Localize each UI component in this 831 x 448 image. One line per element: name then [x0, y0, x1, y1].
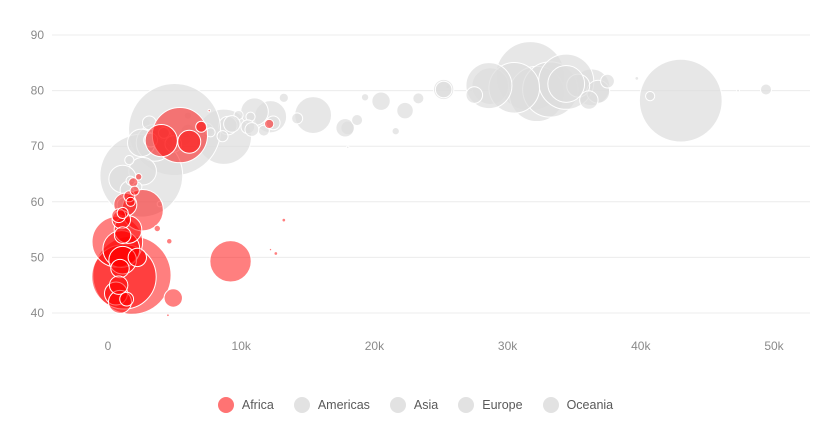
bubble-point[interactable]: [371, 91, 391, 111]
x-tick-label: 10k: [232, 339, 252, 353]
y-tick-label: 70: [31, 139, 45, 153]
legend-swatch-americas: [293, 397, 310, 413]
bubble-point[interactable]: [638, 58, 723, 143]
bubble-point[interactable]: [759, 83, 773, 96]
bubble-point[interactable]: [291, 112, 304, 125]
x-tick-label: 50k: [764, 339, 784, 353]
legend-label-oceania: Oceania: [566, 398, 614, 412]
legend-label-europe: Europe: [482, 398, 523, 412]
bubble-point[interactable]: [273, 251, 279, 256]
bubble-point[interactable]: [153, 224, 162, 233]
bubble-point[interactable]: [268, 247, 273, 252]
bubble-point[interactable]: [351, 114, 364, 127]
bubble-point[interactable]: [134, 173, 143, 181]
bubble-point[interactable]: [278, 92, 289, 103]
bubble-point[interactable]: [634, 76, 640, 81]
y-axis: 40 50 60 70 80 90: [31, 28, 45, 320]
x-tick-label: 40k: [631, 339, 651, 353]
legend-swatch-africa: [217, 397, 234, 413]
x-tick-label: 20k: [365, 339, 385, 353]
bubble-point[interactable]: [216, 130, 229, 143]
bubble-point[interactable]: [124, 155, 135, 166]
legend-label-americas: Americas: [317, 398, 370, 412]
bubble-point[interactable]: [547, 65, 586, 103]
bubble-point[interactable]: [144, 124, 178, 158]
bubble-point[interactable]: [223, 115, 241, 133]
bubble-point[interactable]: [736, 88, 740, 93]
bubble-point[interactable]: [281, 217, 287, 223]
bubble-point[interactable]: [195, 120, 208, 133]
bubble-point[interactable]: [465, 86, 484, 104]
legend-item-oceania[interactable]: Oceania: [542, 397, 614, 413]
x-tick-label: 0: [105, 339, 112, 353]
y-tick-label: 40: [31, 306, 45, 320]
y-tick-label: 80: [31, 84, 45, 98]
bubble-point[interactable]: [209, 240, 252, 283]
bubble-point[interactable]: [163, 288, 183, 308]
bubble-point[interactable]: [360, 93, 370, 102]
bubble-point[interactable]: [177, 129, 202, 154]
x-axis: 0 10k 20k 30k 40k 50k: [105, 339, 785, 353]
bubble-point[interactable]: [166, 238, 173, 245]
x-tick-label: 30k: [498, 339, 518, 353]
bubble-point[interactable]: [125, 196, 136, 207]
bubble-point[interactable]: [412, 92, 425, 105]
bubble-point[interactable]: [645, 91, 656, 102]
legend-item-asia[interactable]: Asia: [389, 397, 439, 413]
bubble-point[interactable]: [108, 275, 129, 295]
bubble-point[interactable]: [207, 108, 211, 113]
legend-label-asia: Asia: [413, 398, 439, 412]
y-tick-label: 50: [31, 250, 45, 264]
y-tick-label: 60: [31, 195, 45, 209]
bubble-point[interactable]: [129, 185, 140, 196]
legend-item-americas[interactable]: Americas: [293, 397, 370, 413]
legend-swatch-europe: [458, 397, 475, 413]
legend-item-europe[interactable]: Europe: [458, 397, 523, 413]
series-oceania: [434, 65, 586, 103]
bubble-point[interactable]: [113, 226, 132, 244]
series-africa: [91, 106, 287, 318]
bubble-point[interactable]: [244, 122, 260, 137]
bubble-layer: [91, 41, 773, 318]
bubble-point[interactable]: [127, 247, 148, 268]
legend: Africa Americas Asia Europe Oceania: [0, 397, 831, 413]
y-tick-label: 90: [31, 28, 45, 42]
bubble-point[interactable]: [110, 258, 130, 279]
legend-swatch-oceania: [542, 397, 559, 413]
legend-item-africa[interactable]: Africa: [217, 397, 274, 413]
bubble-point[interactable]: [166, 313, 170, 318]
legend-label-africa: Africa: [241, 398, 274, 412]
bubble-point[interactable]: [600, 73, 615, 89]
bubble-point[interactable]: [119, 291, 135, 307]
bubble-point[interactable]: [579, 90, 599, 110]
bubble-point[interactable]: [391, 127, 400, 136]
bubble-point[interactable]: [264, 118, 275, 130]
bubble-point[interactable]: [396, 101, 414, 120]
legend-swatch-asia: [389, 397, 406, 413]
bubble-point[interactable]: [346, 145, 350, 150]
bubble-point[interactable]: [434, 80, 453, 99]
bubble-point[interactable]: [335, 118, 355, 138]
bubble-point[interactable]: [116, 206, 129, 219]
